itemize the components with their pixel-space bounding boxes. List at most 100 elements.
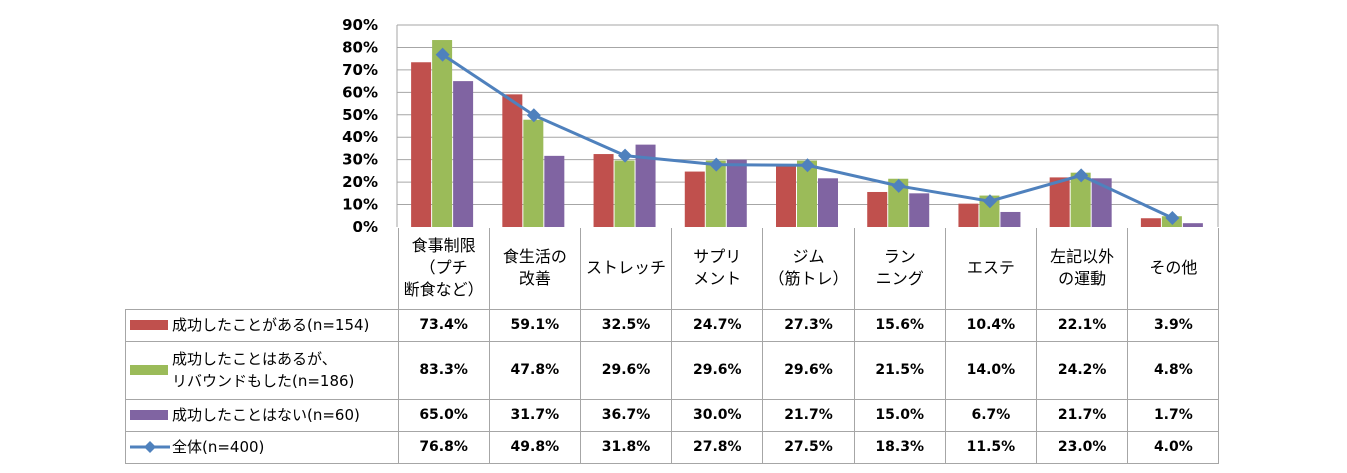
data-label: 1.7%: [1127, 398, 1220, 432]
y-tick-label: 20%: [342, 173, 378, 191]
data-label: 4.8%: [1127, 340, 1220, 400]
bar-2-4: [818, 178, 838, 227]
data-label: 83.3%: [397, 340, 490, 400]
data-label: 18.3%: [853, 430, 946, 464]
data-label: 10.4%: [944, 308, 1038, 342]
data-label: 76.8%: [397, 430, 490, 464]
line-marker-1: [526, 108, 541, 123]
line-marker-2: [618, 148, 633, 163]
data-table: 食事制限 （プチ 断食など） 食生活の 改善 ストレッチ サプリ メント ジム （筋トレ…: [125, 228, 1220, 464]
data-label: 59.1%: [488, 308, 581, 342]
bar-0-1: [502, 94, 523, 227]
table-corner: [125, 228, 399, 309]
data-label: 24.2%: [1036, 340, 1129, 400]
bar-1-0: [432, 40, 453, 227]
data-label: 11.5%: [944, 430, 1038, 464]
y-tick-label: 30%: [342, 151, 378, 169]
y-tick-label: 40%: [342, 128, 378, 146]
bar-2-0: [453, 81, 474, 227]
data-label: 32.5%: [579, 308, 673, 342]
table-row: 全体(n=400) 76.8% 49.8% 31.8% 27.8% 27.5% 18.3% 1…: [125, 430, 1220, 464]
line-marker-0: [435, 47, 450, 62]
line-marker-7: [1074, 168, 1089, 183]
data-label: 22.1%: [1036, 308, 1129, 342]
data-label: 29.6%: [579, 340, 673, 400]
data-label: 29.6%: [762, 340, 855, 400]
bar-2-3: [726, 159, 747, 227]
bar-1-7: [1070, 172, 1091, 227]
bar-0-4: [776, 165, 796, 227]
bar-2-5: [909, 193, 930, 227]
category-label: ストレッチ: [579, 228, 673, 310]
data-label: 31.8%: [579, 430, 673, 464]
table-row: 成功したことはあるが、 リバウンドもした(n=186) 83.3% 47.8% 29.…: [125, 340, 1220, 400]
legend-entry: 成功したことはあるが、 リバウンドもした(n=186): [125, 340, 399, 400]
line-marker-8: [1165, 211, 1180, 226]
data-label: 21.7%: [1036, 398, 1129, 432]
legend-entry: 成功したことがある(n=154): [125, 308, 399, 342]
data-label: 27.3%: [762, 308, 855, 342]
bar-1-2: [614, 160, 635, 227]
data-label: 36.7%: [579, 398, 673, 432]
legend-line-marker-icon: [130, 441, 170, 453]
bar-1-1: [523, 119, 544, 227]
data-label: 23.0%: [1036, 430, 1129, 464]
data-label: 21.5%: [853, 340, 946, 400]
legend-swatch: [130, 410, 168, 420]
bar-0-2: [593, 154, 614, 227]
data-label: 21.7%: [762, 398, 855, 432]
bar-0-3: [684, 171, 705, 227]
legend-entry: 成功したことはない(n=60): [125, 398, 399, 432]
data-label: 4.0%: [1127, 430, 1220, 464]
category-label: サプリ メント: [671, 228, 764, 310]
data-label: 29.6%: [671, 340, 764, 400]
data-label: 49.8%: [488, 430, 581, 464]
bar-1-3: [705, 160, 726, 227]
legend-label: 成功したことはあるが、 リバウンドもした(n=186): [172, 350, 355, 390]
data-label: 15.6%: [853, 308, 946, 342]
bar-0-0: [411, 62, 432, 227]
bar-0-5: [867, 191, 888, 227]
legend-label: 成功したことはない(n=60): [172, 406, 360, 424]
line-marker-6: [982, 194, 997, 209]
y-tick-label: 90%: [342, 16, 378, 34]
line-marker-3: [709, 157, 724, 172]
category-label: 食生活の 改善: [488, 228, 581, 310]
bar-0-7: [1049, 177, 1070, 227]
y-tick-label: 70%: [342, 61, 378, 79]
bar-1-4: [797, 160, 817, 227]
legend-swatch: [130, 365, 168, 375]
data-label: 31.7%: [488, 398, 581, 432]
data-label: 6.7%: [944, 398, 1038, 432]
table-row: 成功したことはない(n=60) 65.0% 31.7% 36.7% 30.0% 21.7%…: [125, 398, 1220, 432]
bar-1-5: [888, 178, 909, 227]
y-tick-label: 50%: [342, 106, 378, 124]
category-label: その他: [1127, 228, 1220, 310]
data-label: 14.0%: [944, 340, 1038, 400]
y-tick-label: 80%: [342, 38, 378, 56]
bar-2-2: [635, 144, 656, 227]
data-label: 65.0%: [397, 398, 490, 432]
y-tick-label: 60%: [342, 83, 378, 101]
data-label: 3.9%: [1127, 308, 1220, 342]
table-row: 成功したことがある(n=154) 73.4% 59.1% 32.5% 24.7% 27.3…: [125, 308, 1220, 342]
bar-2-1: [544, 155, 565, 227]
category-label: 左記以外 の運動: [1036, 228, 1129, 310]
line-marker-4: [800, 158, 815, 173]
data-label: 30.0%: [671, 398, 764, 432]
category-label: ラン ニング: [853, 228, 946, 310]
data-label: 24.7%: [671, 308, 764, 342]
legend-swatch: [130, 320, 168, 330]
bar-2-8: [1182, 223, 1203, 227]
category-label: エステ: [944, 228, 1038, 310]
y-tick-label: 10%: [342, 196, 378, 214]
bar-2-6: [1000, 211, 1021, 227]
legend-label: 成功したことがある(n=154): [172, 316, 370, 334]
legend-entry: 全体(n=400): [125, 430, 399, 464]
bar-0-6: [958, 203, 979, 227]
data-label: 47.8%: [488, 340, 581, 400]
data-label: 73.4%: [397, 308, 490, 342]
legend-label: 全体(n=400): [172, 438, 265, 456]
